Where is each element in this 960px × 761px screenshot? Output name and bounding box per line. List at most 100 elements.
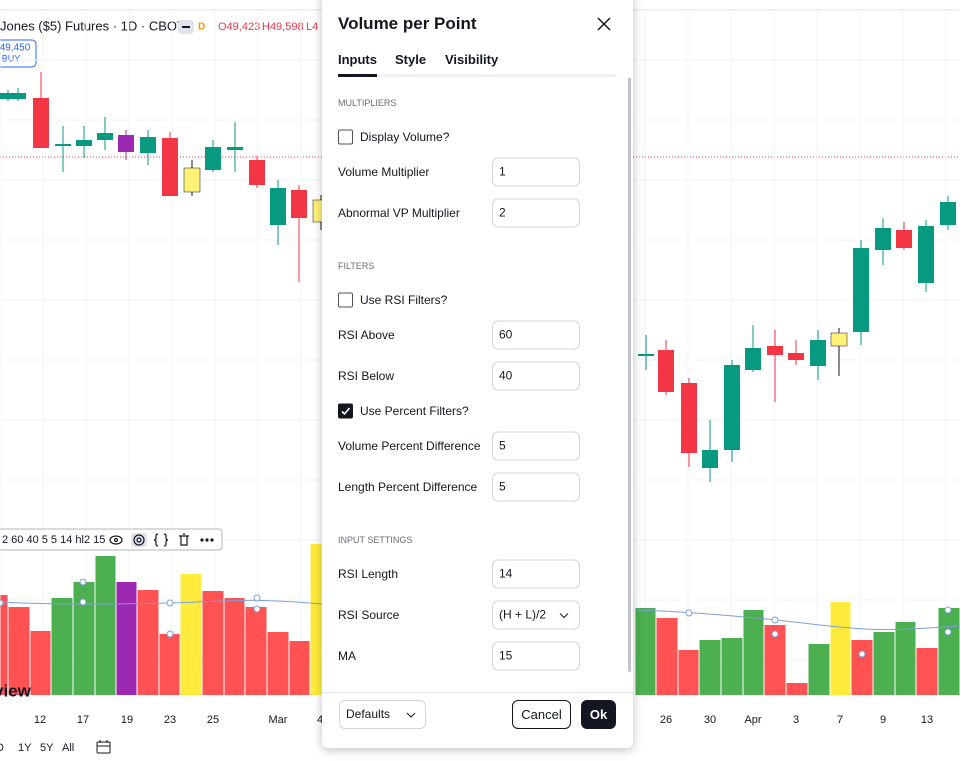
section-heading: MULTIPLIERS: [338, 98, 397, 108]
volume-bar: [830, 602, 851, 695]
ma-line: [0, 599, 323, 605]
signal-dot: [166, 599, 174, 607]
candle-body: [896, 230, 912, 248]
input-field[interactable]: 15: [492, 641, 580, 671]
section-heading: FILTERS: [338, 261, 375, 271]
volume-bar: [808, 644, 830, 695]
dialog: Volume per Point MULTIPLIERS Display Volu…: [322, 0, 633, 748]
volume-bar: [699, 640, 721, 695]
candle-body: [767, 346, 783, 355]
x-tick-label: 7: [837, 714, 843, 726]
field-label: Length Percent Difference: [338, 480, 478, 494]
eye-pupil: [113, 537, 119, 543]
legend-icons[interactable]: [109, 533, 214, 547]
x-tick-label: 13: [921, 714, 933, 726]
x-tick-label: 26: [660, 714, 672, 726]
volume-bar: [786, 683, 808, 695]
timeframe-button[interactable]: All: [62, 742, 74, 754]
volume-bar: [743, 610, 764, 695]
calendar-icon[interactable]: [96, 740, 111, 754]
high: H49,598: [262, 21, 304, 33]
checkbox[interactable]: [338, 403, 353, 419]
active-tab-underline: [338, 74, 377, 77]
candle-body: [162, 138, 178, 196]
signal-dot: [0, 599, 4, 607]
more-dot[interactable]: [210, 538, 214, 542]
signal-dot: [771, 630, 779, 638]
field-value[interactable]: 2: [499, 205, 506, 220]
field-value[interactable]: 15: [499, 648, 513, 663]
close-button[interactable]: [596, 16, 612, 32]
signal-dot: [253, 605, 261, 613]
field-value[interactable]: (H + L)/2: [499, 607, 547, 622]
input-field[interactable]: 5: [492, 431, 580, 461]
candle-body: [810, 340, 826, 366]
volume-bar: [8, 607, 30, 695]
field-value[interactable]: 5: [499, 479, 506, 494]
input-field[interactable]: 40: [492, 361, 580, 391]
checkbox-label[interactable]: Use Percent Filters?: [360, 404, 469, 418]
volume-bar: [678, 650, 699, 695]
field-value[interactable]: 1: [499, 164, 506, 179]
checkbox[interactable]: [338, 129, 353, 145]
more-dot[interactable]: [200, 538, 204, 542]
eye-icon[interactable]: [109, 535, 123, 545]
price-tag-price[interactable]: 49,450: [0, 43, 31, 54]
price-tag-action[interactable]: BUY: [2, 53, 21, 63]
candle-body: [745, 348, 761, 370]
candle-body: [33, 98, 49, 148]
signal-dot: [166, 630, 174, 638]
timeframe-button[interactable]: D: [0, 742, 4, 754]
timeframe-button[interactable]: 5Y: [40, 742, 54, 754]
field-label: Abnormal VP Multiplier: [338, 206, 460, 220]
symbol: Jones ($5) Futures · 1D · CBOT: [0, 18, 185, 33]
low: L4: [306, 21, 318, 33]
cancel-button[interactable]: Cancel: [512, 700, 571, 729]
field-value[interactable]: 5: [499, 438, 506, 453]
defaults-button[interactable]: Defaults: [339, 700, 426, 729]
x-tick-label: 17: [77, 714, 89, 726]
volume-bar: [656, 618, 678, 695]
volume-bar: [116, 582, 137, 695]
gear-icon[interactable]: [133, 534, 145, 546]
volume-bar: [721, 638, 743, 695]
checkbox-label[interactable]: Display Volume?: [360, 130, 450, 144]
scrollbar[interactable]: [628, 78, 631, 672]
x-tick-label: Mar: [269, 714, 288, 726]
tab[interactable]: Style: [395, 52, 427, 67]
defaults-label[interactable]: Defaults: [346, 707, 391, 721]
more-dot[interactable]: [205, 538, 209, 542]
input-field[interactable]: 1: [492, 157, 580, 187]
field-value[interactable]: 60: [499, 327, 513, 342]
dialog-body: MULTIPLIERS Display Volume? Volume Multipl…: [322, 78, 633, 684]
volume-bar: [764, 625, 786, 695]
trash-icon[interactable]: [179, 533, 189, 546]
input-field[interactable]: 60: [492, 320, 580, 350]
input-field[interactable]: 5: [492, 472, 580, 502]
checkbox[interactable]: [338, 292, 353, 308]
volume-bar: [895, 622, 916, 695]
select-field[interactable]: (H + L)/2: [492, 600, 580, 630]
candle-body: [702, 450, 718, 468]
candle-body: [853, 248, 869, 332]
field-label: RSI Above: [338, 328, 395, 342]
input-field[interactable]: 2: [492, 198, 580, 228]
timeframe-button[interactable]: 1Y: [18, 742, 32, 754]
input-field[interactable]: 14: [492, 559, 580, 589]
candle-body: [788, 353, 804, 360]
field-value[interactable]: 14: [499, 566, 513, 581]
volume-bar: [873, 632, 895, 695]
field-value[interactable]: 40: [499, 368, 513, 383]
ok-button[interactable]: Ok: [581, 700, 616, 729]
section-heading: INPUT SETTINGS: [338, 535, 413, 545]
candle-body: [918, 226, 934, 283]
volume-bar: [0, 595, 8, 695]
volume-bar: [267, 632, 289, 695]
checkbox-label[interactable]: Use RSI Filters?: [360, 293, 448, 307]
volume-bar: [310, 544, 322, 695]
dialog-title: Volume per Point: [338, 14, 477, 33]
source-icon[interactable]: [153, 533, 169, 547]
tab[interactable]: Inputs: [338, 52, 377, 67]
tab[interactable]: Visibility: [445, 52, 499, 67]
x-tick-label: 23: [164, 714, 176, 726]
